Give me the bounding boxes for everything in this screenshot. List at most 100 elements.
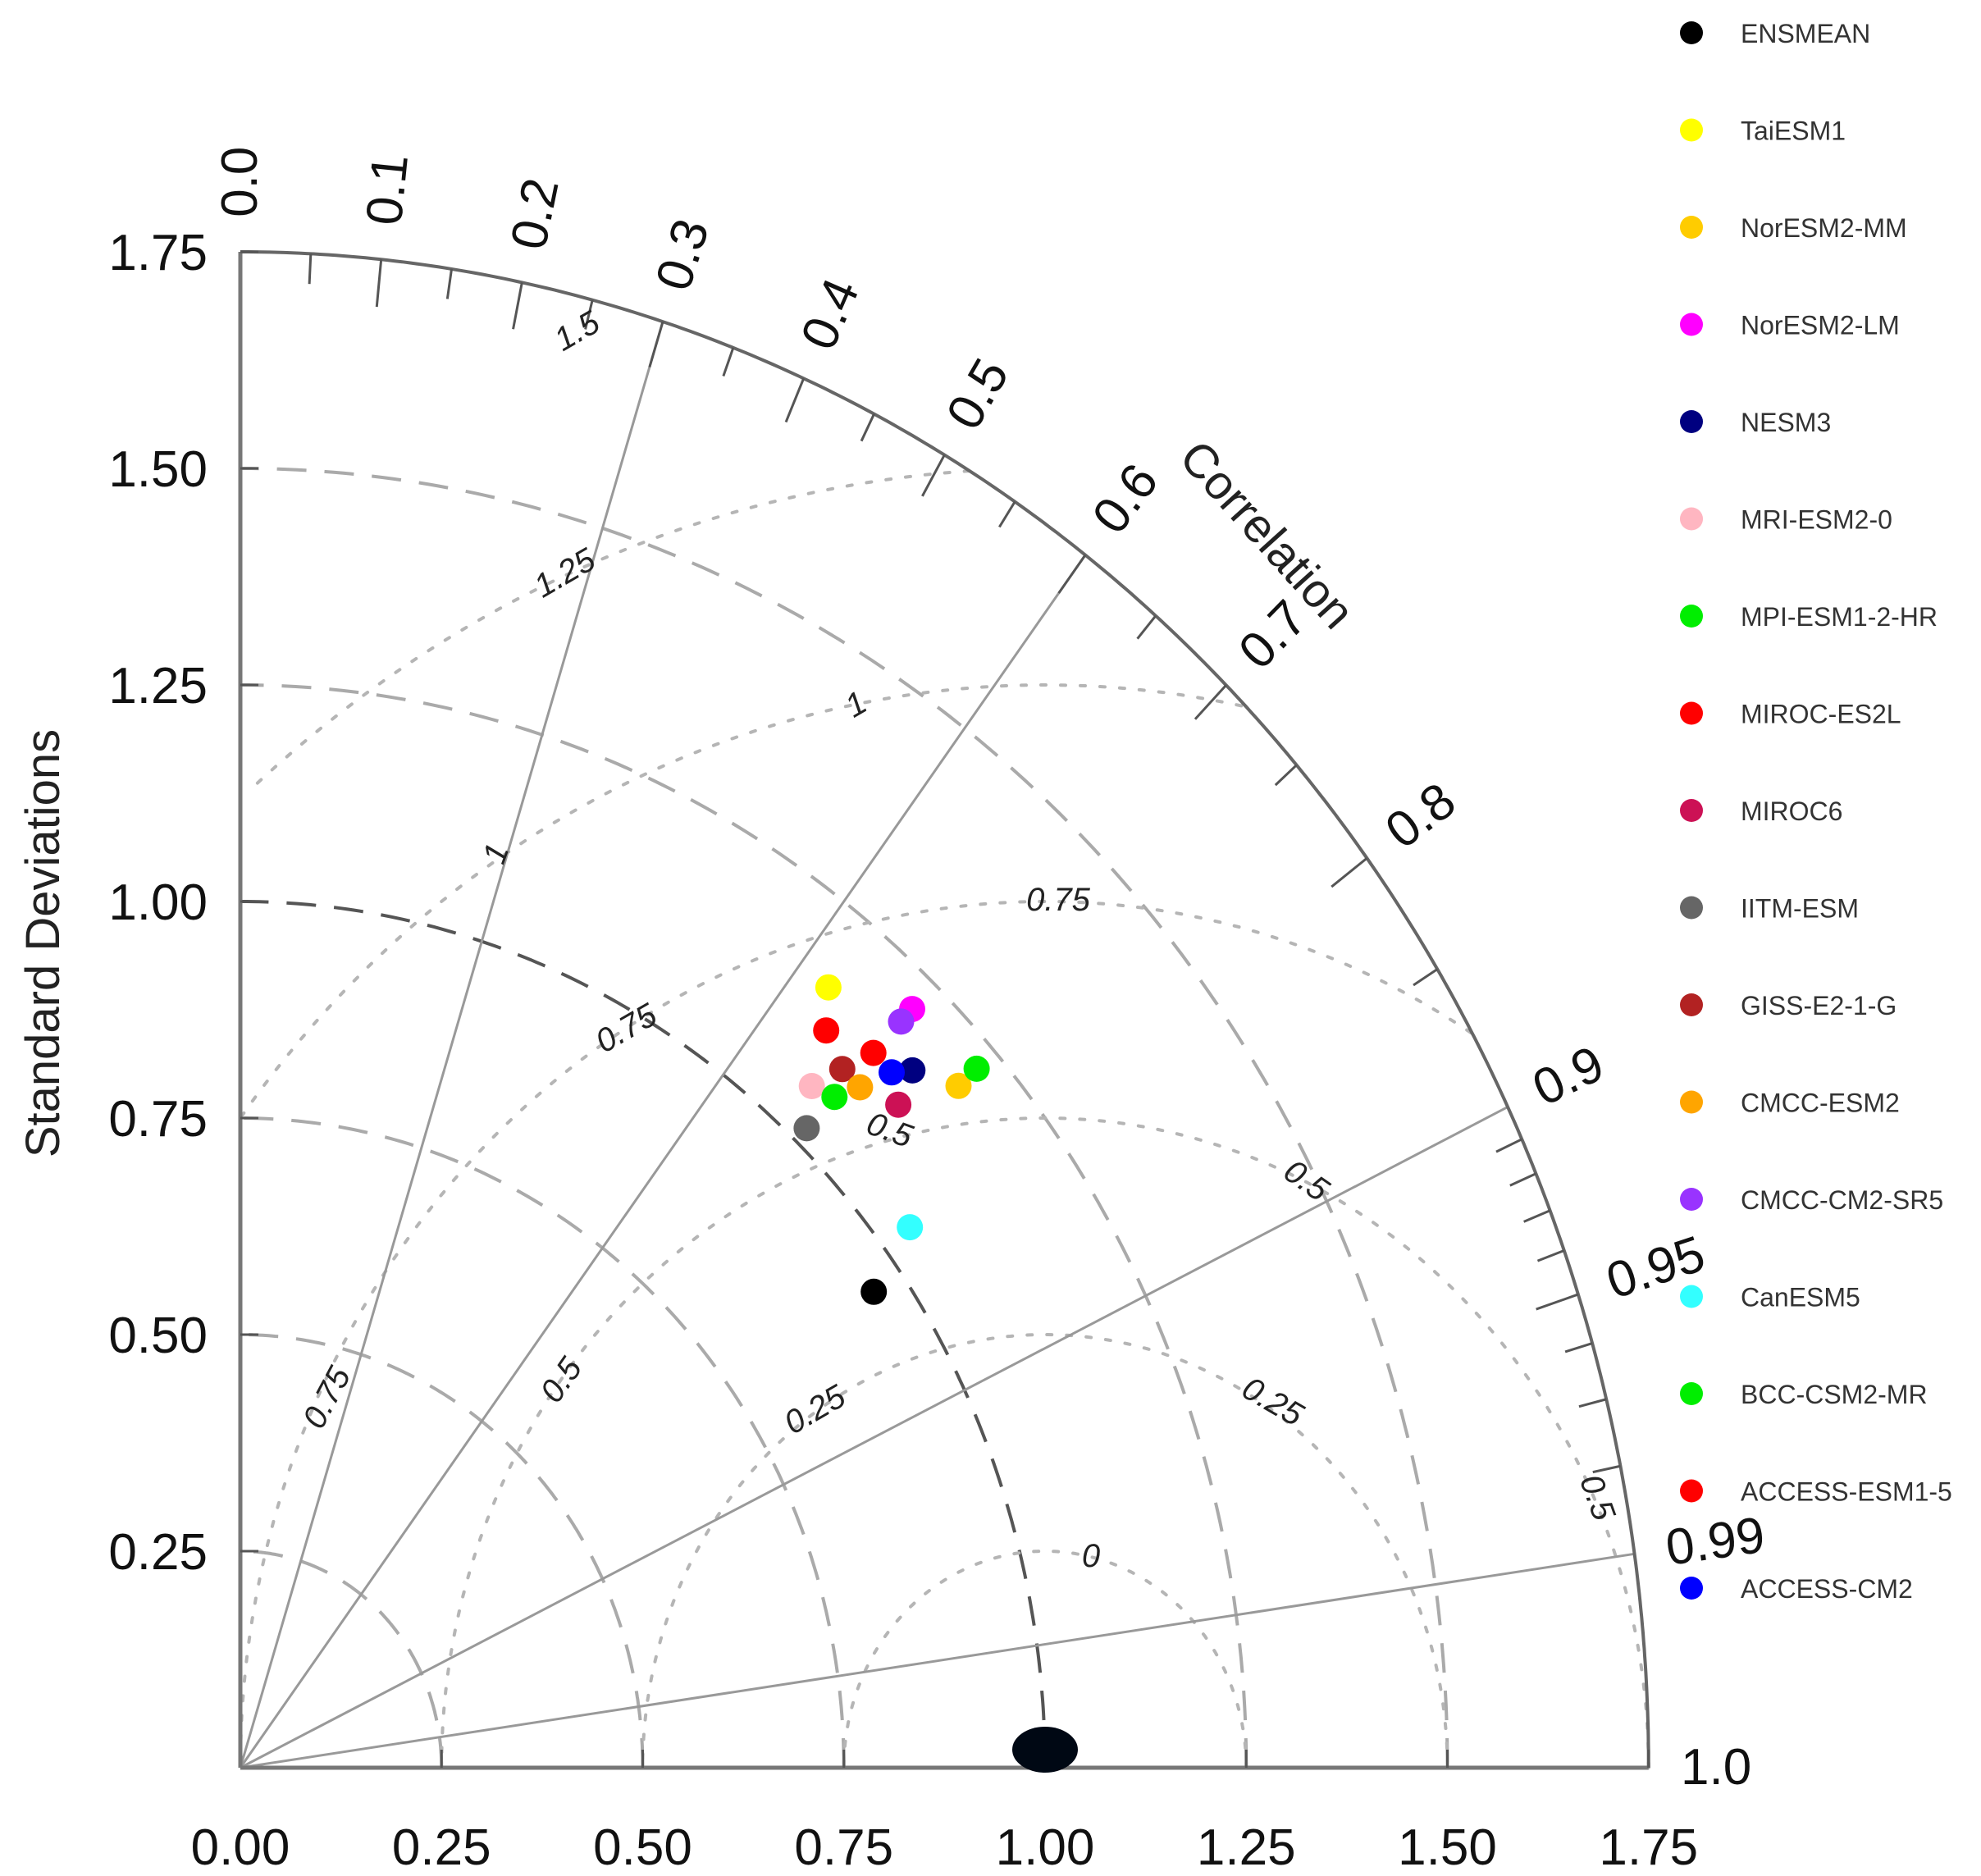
legend-marker xyxy=(1680,896,1703,920)
rms-arc-label: 0 xyxy=(1082,1538,1100,1574)
data-point-noresm2-mm xyxy=(945,1072,972,1099)
sd-arc xyxy=(240,683,1248,1769)
legend-marker xyxy=(1680,21,1703,44)
reference-sd-arc xyxy=(240,900,1047,1768)
rms-arc-label: 0.5 xyxy=(533,1351,589,1409)
outer-arc xyxy=(240,250,1650,1769)
correlation-tick xyxy=(921,454,946,497)
correlation-line xyxy=(240,1106,1509,1769)
legend-label: TaiESM1 xyxy=(1741,116,1846,146)
legend-marker xyxy=(1680,507,1703,531)
correlation-tick xyxy=(1564,1342,1593,1353)
correlation-tick-label: 0.5 xyxy=(936,349,1020,439)
y-tick-label: 1.25 xyxy=(108,658,208,714)
correlation-tick xyxy=(1274,764,1298,787)
rms-arc-label: 0.75 xyxy=(1026,882,1091,918)
correlation-line xyxy=(239,554,1087,1769)
reference-point xyxy=(1012,1727,1078,1773)
data-point-cmcc-cm2-sr5 xyxy=(888,1008,915,1035)
sd-arc xyxy=(240,467,1449,1768)
legend-marker xyxy=(1680,216,1703,239)
correlation-tick-label: 0.6 xyxy=(1082,454,1170,544)
data-point-bcc-csm2-mr xyxy=(821,1084,848,1111)
correlation-tick xyxy=(860,413,875,442)
data-point-nesm3 xyxy=(899,1057,926,1084)
correlation-tick xyxy=(648,321,664,367)
rms-arc-label: 1.5 xyxy=(548,304,606,358)
data-point-taiesm1 xyxy=(815,974,842,1001)
correlation-tick-label: 0.1 xyxy=(356,152,419,228)
correlation-tick xyxy=(1592,1464,1621,1474)
correlation-tick xyxy=(1413,968,1439,987)
rms-arc-label: 1.25 xyxy=(528,541,602,605)
legend-label: CanESM5 xyxy=(1741,1283,1860,1312)
labels-layer: 0.00 0.250.250.500.500.750.751.001.001.25… xyxy=(108,147,1768,1876)
grid-layer xyxy=(239,321,1650,1769)
legend-marker xyxy=(1680,313,1703,336)
x-tick-label: 0.25 xyxy=(392,1819,491,1876)
legend-label: ENSMEAN xyxy=(1741,19,1870,48)
legend-marker xyxy=(1680,1479,1703,1503)
data-point-access-cm2 xyxy=(879,1059,905,1086)
legend-label: NorESM2-MM xyxy=(1741,213,1907,243)
correlation-tick-label: 0.99 xyxy=(1662,1507,1768,1577)
rms-arc-label: 0.5 xyxy=(1572,1470,1623,1526)
legend-label: IITM-ESM xyxy=(1741,894,1859,924)
x-tick-label: 0.75 xyxy=(794,1819,893,1876)
legend-marker xyxy=(1680,1188,1703,1211)
data-point-miroc6 xyxy=(885,1091,912,1118)
correlation-tick xyxy=(1536,1249,1565,1262)
correlation-tick xyxy=(1523,1209,1551,1223)
legend-marker xyxy=(1680,410,1703,433)
legend-marker xyxy=(1680,701,1703,725)
data-point-giss-e2-1-g xyxy=(828,1056,856,1083)
y-tick-label: 0.75 xyxy=(108,1091,208,1148)
legend-label: CMCC-CM2-SR5 xyxy=(1741,1185,1943,1215)
correlation-tick-label: 1.0 xyxy=(1681,1739,1751,1796)
x-tick-label: 1.75 xyxy=(1599,1819,1698,1876)
data-points xyxy=(793,974,1078,1773)
legend-label: NESM3 xyxy=(1741,408,1831,437)
x-tick-label: 1.25 xyxy=(1197,1819,1296,1876)
rms-arc-label: 0.25 xyxy=(1236,1370,1310,1433)
x-tick-label: 1.50 xyxy=(1398,1819,1497,1876)
y-tick-label: 1.00 xyxy=(108,874,208,931)
correlation-tick-label: 0.0 xyxy=(212,147,268,217)
data-point-ensmean xyxy=(860,1278,888,1305)
legend-label: MRI-ESM2-0 xyxy=(1741,505,1892,535)
rms-arc xyxy=(244,469,971,795)
data-point-iitm-esm xyxy=(793,1115,820,1142)
correlation-tick xyxy=(784,377,806,423)
correlation-tick-label: 0.8 xyxy=(1376,772,1466,860)
data-point-miroc-es2l xyxy=(813,1017,840,1044)
correlation-tick xyxy=(1331,857,1368,888)
legend-label: NorESM2-LM xyxy=(1741,311,1900,340)
rms-arc-label: 0.25 xyxy=(778,1378,852,1441)
legend-label: ACCESS-CM2 xyxy=(1741,1574,1913,1604)
x-tick-label: 1.00 xyxy=(996,1819,1095,1876)
y-tick-label: 1.75 xyxy=(108,225,208,281)
legend-label: ACCESS-ESM1-5 xyxy=(1741,1477,1952,1507)
legend-label: MIROC-ES2L xyxy=(1741,700,1901,729)
correlation-tick xyxy=(998,500,1016,528)
legend-marker xyxy=(1680,799,1703,822)
correlation-tick xyxy=(1578,1398,1607,1408)
sd-arc xyxy=(240,1116,846,1769)
rms-arc xyxy=(440,1116,1650,1769)
data-point-access-esm1-5 xyxy=(860,1039,887,1066)
x-tick-label: 0.00 xyxy=(191,1819,290,1876)
correlation-tick xyxy=(1536,1293,1579,1311)
rms-arc-label: 1 xyxy=(839,684,873,724)
legend: ENSMEAN TaiESM1 NorESM2-MM NorESM2-LM NESM3 M… xyxy=(1680,19,1952,1604)
legend-marker xyxy=(1680,1577,1703,1600)
correlation-tick-label: 0.3 xyxy=(645,212,720,297)
legend-marker xyxy=(1680,118,1703,142)
legend-marker xyxy=(1680,993,1703,1016)
correlation-tick xyxy=(308,253,313,285)
data-point-mpi-esm1-2-hr xyxy=(963,1055,990,1082)
rms-arc xyxy=(239,900,1473,1769)
x-tick-label: 0.50 xyxy=(593,1819,692,1876)
y-tick-label: 0.50 xyxy=(108,1308,208,1364)
correlation-tick xyxy=(512,282,523,330)
